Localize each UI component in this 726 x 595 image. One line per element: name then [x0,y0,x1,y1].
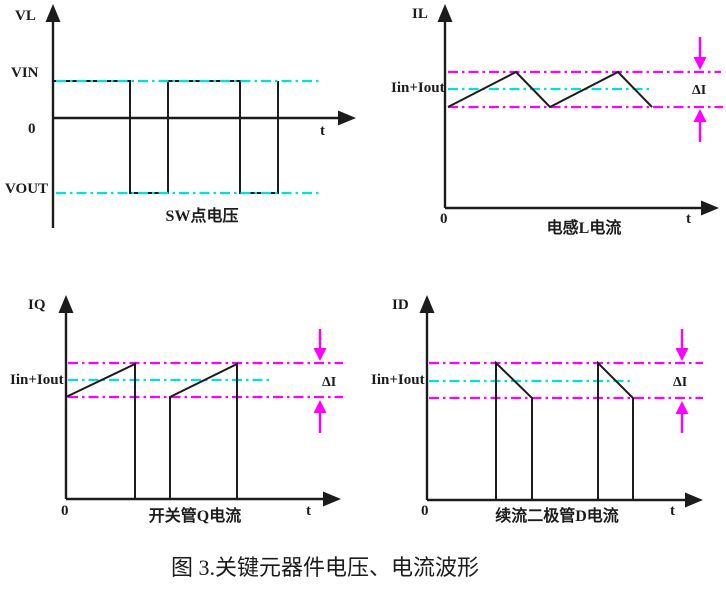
il-triangle-wave [447,70,653,109]
id-y-axis-arrowhead [419,295,435,313]
sw-panel-title: SW点电压 [165,208,239,225]
iq-t-label: t [306,503,311,519]
il-delta-down-arrow-head [693,57,707,70]
id-delta-i-label: ΔI [673,375,688,390]
figure-caption: 图 3.关键元器件电压、电流波形 [170,555,480,580]
il-panel-graphics [437,4,723,216]
sw-x-axis-arrowhead [338,110,356,126]
iq-panel-graphics [58,295,343,507]
iq-y-axis-label: IQ [28,297,46,313]
iq-zero-label: 0 [61,503,69,519]
sw-square-wave [53,80,279,194]
iq-delta-up-arrow-head [313,400,327,413]
iq-delta-i-label: ΔI [322,375,337,390]
il-t-label: t [686,211,691,227]
sw-vout-label: VOUT [5,181,49,197]
sw-vin-label: VIN [11,65,39,81]
id-panel-title: 续流二极管D电流 [495,508,619,525]
il-level-label: Iin+Iout [391,80,445,96]
id-t-label: t [670,503,675,519]
il-y-axis-label: IL [412,6,428,22]
id-x-axis-arrowhead [685,492,703,508]
sw-panel-graphics [45,4,356,228]
id-level-label: Iin+Iout [371,372,425,388]
id-delta-down-arrow-head [675,348,689,361]
sw-zero-label: 0 [28,121,36,137]
il-x-axis-arrowhead [701,200,719,216]
il-zero-label: 0 [440,211,448,227]
iq-x-axis-arrowhead [323,491,341,507]
iq-delta-down-arrow-head [313,348,327,361]
sw-y-axis-label: VL [15,8,36,24]
iq-panel-title: 开关管Q电流 [148,508,242,525]
il-panel-title: 电感L电流 [546,220,622,237]
iq-level-label: Iin+Iout [10,372,64,388]
id-panel-graphics [419,295,703,508]
id-delta-up-arrow-head [675,401,689,414]
sw-t-label: t [320,123,325,139]
id-zero-label: 0 [421,503,429,519]
iq-pulse-wave [65,362,238,499]
il-delta-i-label: ΔI [692,83,707,98]
iq-y-axis-arrowhead [58,295,74,313]
id-pulse-wave [495,360,634,500]
il-y-axis-arrowhead [437,4,453,22]
sw-y-axis-arrowhead [45,4,61,22]
il-delta-up-arrow-head [693,109,707,122]
id-y-axis-label: ID [392,297,409,313]
